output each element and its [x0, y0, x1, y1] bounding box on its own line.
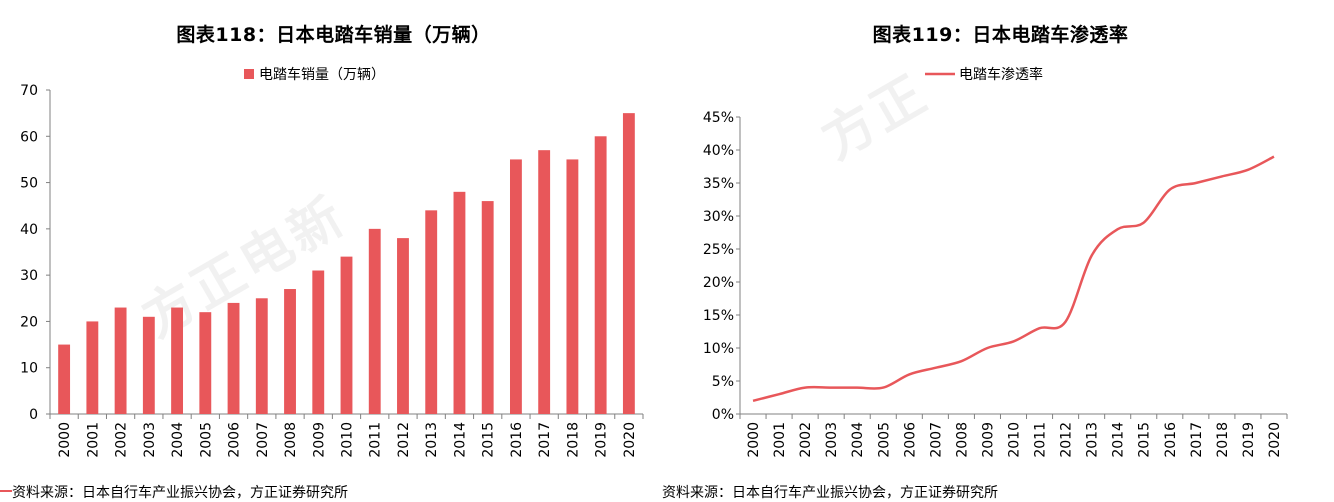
bar [538, 150, 551, 414]
bar [594, 136, 607, 415]
bar [340, 256, 353, 414]
x-tick-label: 2009 [980, 422, 996, 458]
bar [171, 307, 184, 414]
y-tick-label: 10% [703, 341, 734, 357]
x-tick-label: 2009 [311, 422, 327, 458]
x-tick-label: 2016 [1163, 422, 1179, 458]
bar [425, 210, 438, 414]
sales-source-note: 资料来源：日本自行车产业振兴协会，方正证券研究所 [12, 485, 348, 501]
bar [397, 238, 409, 414]
y-tick-label: 40 [20, 222, 38, 238]
x-tick-label: 2002 [798, 422, 814, 458]
bar [199, 312, 212, 414]
x-tick-label: 2012 [1059, 422, 1075, 458]
x-tick-label: 2014 [1111, 422, 1127, 458]
bar [509, 159, 522, 414]
x-tick-label: 2016 [509, 422, 525, 458]
x-tick-label: 2000 [57, 422, 73, 458]
legend-label: 电踏车销量（万辆） [259, 66, 385, 83]
x-tick-label: 2007 [255, 422, 271, 458]
y-tick-label: 70 [20, 83, 38, 99]
bar [142, 316, 155, 414]
sales-chart-panel: 图表118：日本电踏车销量（万辆） 方正电新 0 10 20 30 40 50 60 70 20… [0, 0, 667, 501]
x-tick-label: 2006 [227, 422, 243, 458]
y-tick-label: 20 [20, 314, 38, 330]
y-tick-label: 0% [712, 407, 734, 423]
x-tick-label: 2012 [396, 422, 412, 458]
x-tick-label: 2020 [622, 422, 638, 458]
x-tick-label: 2004 [850, 422, 866, 458]
x-tick-label: 2002 [114, 422, 130, 458]
x-tick-label: 2003 [824, 422, 840, 458]
legend-swatch [244, 69, 254, 79]
x-tick-label: 2007 [928, 422, 944, 458]
x-tick-label: 2005 [876, 422, 892, 458]
x-tick-label: 2011 [368, 422, 384, 458]
y-tick-label: 60 [20, 129, 38, 145]
x-tick-label: 2001 [772, 422, 788, 458]
bar [622, 113, 635, 415]
y-tick-label: 20% [703, 275, 734, 291]
penetration-source-note: 资料来源：日本自行车产业振兴协会，方正证券研究所 [662, 485, 998, 501]
bar [255, 298, 268, 414]
y-tick-label: 40% [703, 143, 734, 159]
red-underline-mark [0, 490, 12, 492]
x-tick-label: 2003 [142, 422, 158, 458]
bar [227, 302, 240, 414]
x-tick-label: 2015 [481, 422, 497, 458]
y-tick-label: 10 [20, 361, 38, 377]
legend-label: 电踏车渗透率 [959, 66, 1043, 83]
x-tick-label: 2019 [1241, 422, 1257, 458]
y-tick-label: 30% [703, 209, 734, 225]
bar [86, 321, 99, 414]
y-tick-label: 30 [20, 268, 38, 284]
bar [453, 191, 466, 414]
x-tick-label: 2018 [565, 422, 581, 458]
y-tick-label: 35% [703, 176, 734, 192]
x-tick-label: 2015 [1137, 422, 1153, 458]
bar [58, 344, 71, 414]
x-tick-label: 2014 [452, 422, 468, 458]
x-tick-label: 2000 [746, 422, 762, 458]
x-tick-label: 2006 [902, 422, 918, 458]
bar [114, 307, 127, 414]
bar [566, 159, 579, 414]
x-tick-label: 2008 [954, 422, 970, 458]
series-line [752, 155, 1275, 403]
x-tick-label: 2017 [1189, 422, 1205, 458]
x-tick-label: 2013 [424, 422, 440, 458]
y-tick-label: 15% [703, 308, 734, 324]
sales-chart-title: 图表118：日本电踏车销量（万辆） [176, 24, 491, 46]
bar [481, 201, 494, 414]
bar [312, 270, 325, 414]
y-tick-label: 50 [20, 176, 38, 192]
sales-bar-chart: 0 10 20 30 40 50 60 70 2000 2001 2002 2003 2004 2005 2… [20, 66, 644, 458]
x-tick-label: 2018 [1215, 422, 1231, 458]
x-tick-label: 2020 [1267, 422, 1283, 458]
y-tick-label: 0 [29, 407, 38, 423]
x-tick-label: 2013 [1085, 422, 1101, 458]
y-tick-label: 25% [703, 242, 734, 258]
penetration-chart-title: 图表119：日本电踏车渗透率 [872, 24, 1129, 46]
bar [368, 228, 381, 414]
bar [284, 289, 296, 414]
y-tick-label: 5% [712, 374, 734, 390]
y-tick-label: 45% [703, 110, 734, 126]
x-tick-label: 2019 [594, 422, 610, 458]
x-tick-label: 2011 [1033, 422, 1049, 458]
x-tick-label: 2010 [1007, 422, 1023, 458]
x-tick-label: 2010 [340, 422, 356, 458]
x-tick-label: 2008 [283, 422, 299, 458]
x-tick-label: 2004 [170, 422, 186, 458]
x-tick-label: 2017 [537, 422, 553, 458]
x-tick-label: 2005 [198, 422, 214, 458]
penetration-chart-panel: 图表119：日本电踏车渗透率 方正 0% 5% 10% 15% 20% 25% 30% 35%… [662, 0, 1334, 501]
x-tick-label: 2001 [85, 422, 101, 458]
penetration-line-chart: 0% 5% 10% 15% 20% 25% 30% 35% 40% 45% 2000 2001 2002… [703, 66, 1288, 458]
